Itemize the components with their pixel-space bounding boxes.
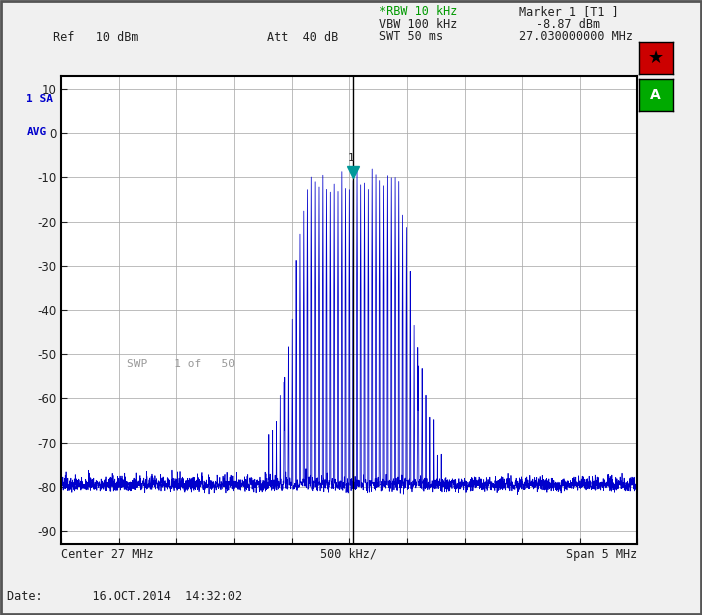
Text: Date:       16.OCT.2014  14:32:02: Date: 16.OCT.2014 14:32:02 [7, 590, 242, 603]
Text: Ref   10 dBm: Ref 10 dBm [53, 31, 138, 44]
Text: SWT 50 ms: SWT 50 ms [379, 30, 443, 43]
Text: 27.030000000 MHz: 27.030000000 MHz [519, 30, 633, 43]
Text: VBW 100 kHz: VBW 100 kHz [379, 18, 458, 31]
Text: Span 5 MHz: Span 5 MHz [567, 548, 637, 561]
Text: 1: 1 [348, 153, 355, 163]
Text: Att  40 dB: Att 40 dB [267, 31, 338, 44]
Text: A: A [650, 88, 661, 101]
Text: *RBW 10 kHz: *RBW 10 kHz [379, 6, 458, 18]
Text: SWP    1 of   50: SWP 1 of 50 [127, 359, 235, 369]
Text: Marker 1 [T1 ]: Marker 1 [T1 ] [519, 6, 619, 18]
Text: 1 SA: 1 SA [27, 94, 53, 105]
Text: -8.87 dBm: -8.87 dBm [536, 18, 600, 31]
Text: 500 kHz/: 500 kHz/ [320, 548, 378, 561]
Text: AVG: AVG [27, 127, 47, 137]
Text: Center 27 MHz: Center 27 MHz [61, 548, 154, 561]
Text: ★: ★ [648, 49, 663, 67]
